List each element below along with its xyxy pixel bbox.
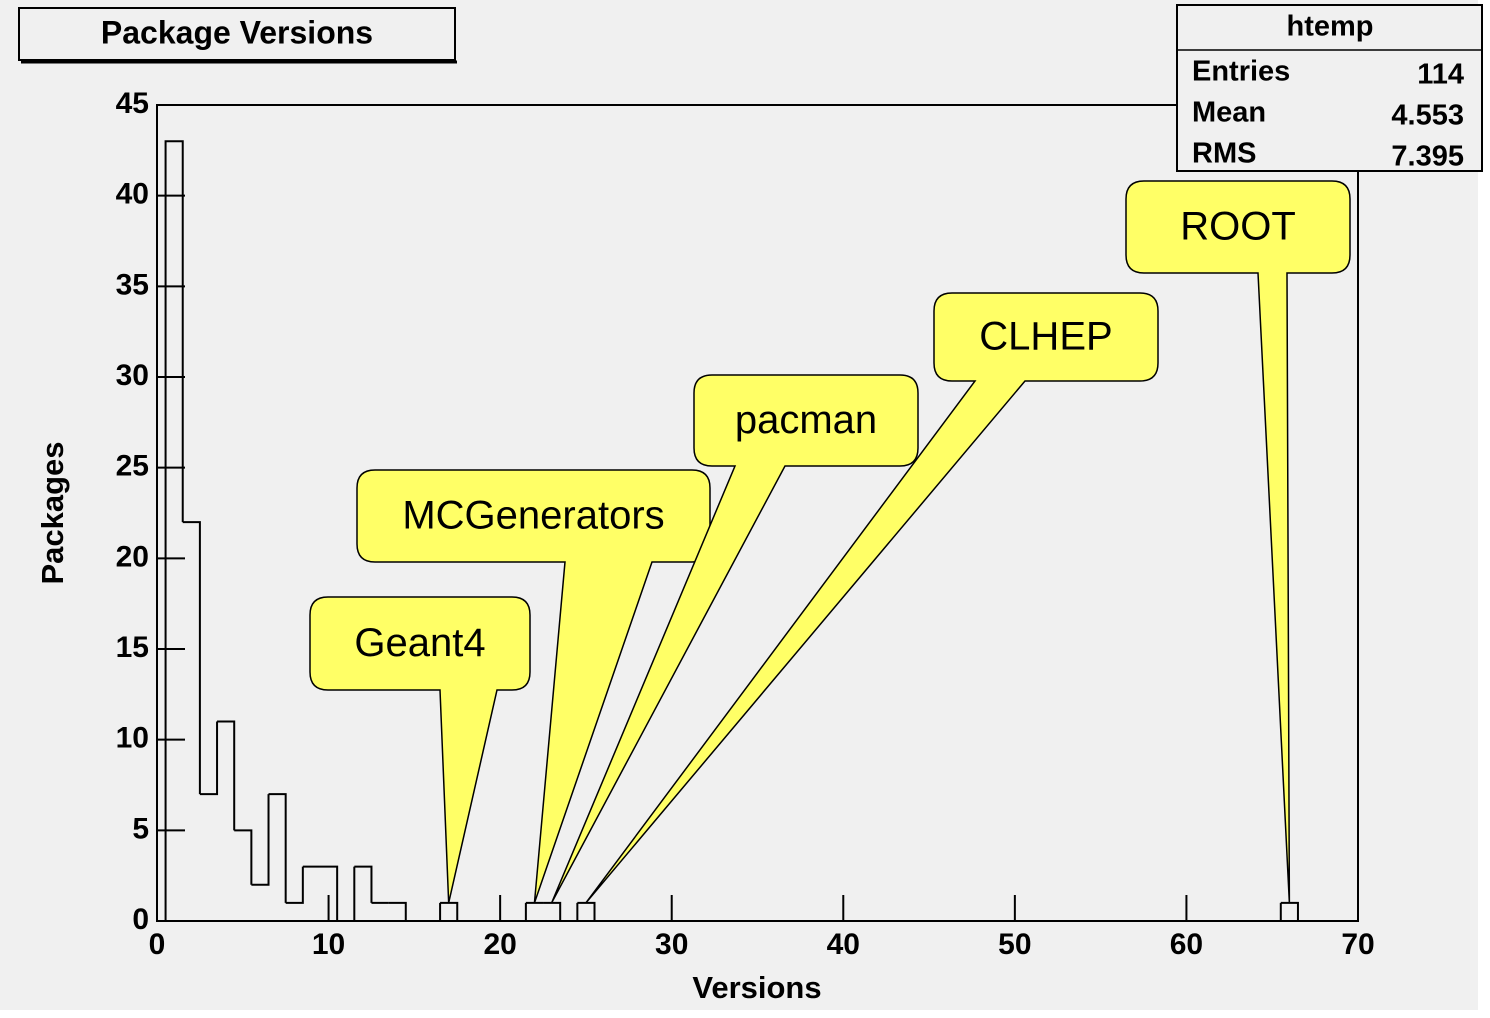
histogram-bin (1280, 901, 1299, 921)
y-axis-title: Packages (35, 441, 70, 584)
callout-label: Geant4 (354, 621, 485, 665)
histogram-bin (234, 829, 253, 885)
stats-value: 7.395 (1391, 141, 1464, 173)
callout-box (585, 292, 1159, 904)
histogram-bin (199, 721, 219, 796)
callout-box (309, 596, 531, 904)
stats-label: Mean (1192, 97, 1266, 129)
stats-title: htemp (1287, 11, 1374, 43)
stats-label: Entries (1192, 56, 1290, 88)
histogram-bin (268, 793, 287, 903)
callout-label: MCGenerators (402, 494, 664, 538)
callout-box (1125, 180, 1351, 903)
histogram-bin (422, 902, 442, 922)
chart-title: Package Versions (101, 14, 373, 50)
histogram-bin (560, 902, 579, 922)
histogram-bin (508, 902, 527, 922)
stats-box (1176, 4, 1483, 172)
y-tick-label: 10 (116, 722, 149, 755)
y-tick-label: 15 (116, 631, 149, 664)
callout-box (550, 374, 919, 904)
x-tick-label: 50 (998, 928, 1031, 961)
y-tick-label: 35 (116, 268, 149, 301)
x-tick-label: 30 (655, 928, 688, 961)
y-tick-label: 25 (116, 450, 149, 483)
callout-label: pacman (735, 398, 877, 442)
x-tick-label: 60 (1170, 928, 1203, 961)
title-box (18, 7, 456, 61)
histogram-bin (577, 901, 596, 921)
histogram-bin (164, 140, 184, 921)
histogram-bin (251, 794, 270, 886)
callout-box (356, 469, 711, 904)
histogram-bin (1263, 902, 1282, 922)
histogram-bin (543, 901, 562, 921)
stats-label: RMS (1192, 138, 1256, 170)
histogram-bin (285, 866, 304, 904)
x-tick-label: 70 (1341, 928, 1374, 961)
y-tick-label: 5 (132, 812, 149, 845)
histogram-bin (354, 865, 373, 903)
histogram-bin (388, 901, 407, 921)
histogram-bin (337, 866, 356, 922)
y-tick-label: 0 (132, 903, 149, 936)
histogram-bin (440, 901, 459, 921)
y-tick-label: 20 (116, 540, 149, 573)
stats-value: 4.553 (1391, 100, 1464, 132)
callout-label: CLHEP (979, 315, 1112, 359)
histogram-bin (217, 720, 236, 831)
histogram-bin (319, 865, 339, 921)
y-tick-label: 45 (116, 87, 149, 120)
callout-label: ROOT (1180, 205, 1296, 249)
x-tick-label: 0 (149, 928, 166, 961)
x-tick-label: 40 (827, 928, 860, 961)
stats-value: 114 (1417, 59, 1464, 91)
x-tick-label: 20 (483, 928, 516, 961)
x-axis-title: Versions (692, 970, 821, 1005)
histogram-marks (164, 140, 1299, 922)
y-tick-label: 40 (116, 178, 149, 211)
y-tick-label: 30 (116, 359, 149, 392)
x-tick-label: 10 (312, 928, 345, 961)
histogram-bin (182, 521, 201, 795)
